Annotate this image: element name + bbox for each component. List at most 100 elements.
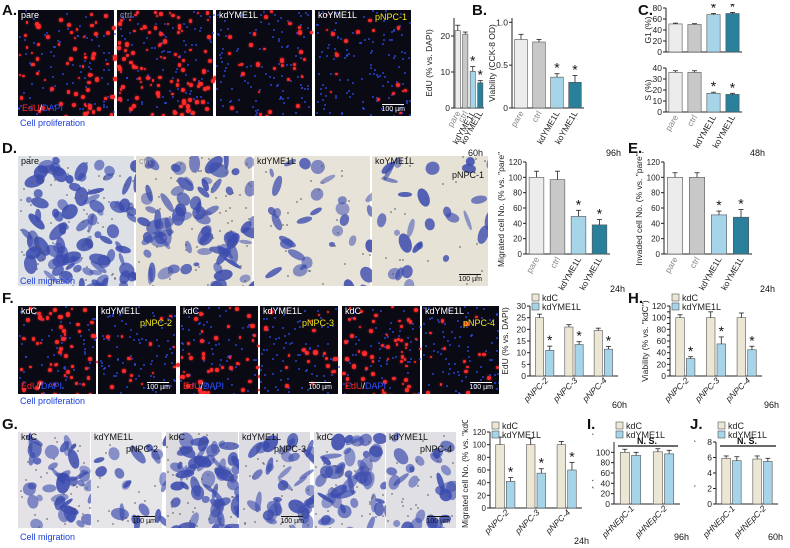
significance-star: *: [606, 332, 612, 348]
micrograph-tile: ctrl: [136, 156, 271, 286]
micrograph-tile: kdC: [313, 432, 398, 528]
y-tick-label: 60: [601, 468, 611, 478]
x-tick-label: pHNEpC-2: [632, 503, 669, 540]
bar: [686, 358, 696, 377]
tile-label: ctrl: [139, 156, 151, 166]
stain-legend: EdU/DAPI: [345, 381, 387, 391]
y-tick-label: 60: [513, 204, 522, 213]
significance-star: *: [730, 79, 736, 95]
y-tick-label: 0: [657, 47, 662, 57]
y-tick-label: 8: [707, 437, 712, 447]
cell-line-tag: pNPC-1: [374, 12, 407, 22]
y-tick-label: 10: [653, 96, 663, 106]
y-axis-label: Viability (% vs. "kdC"): [592, 432, 594, 514]
y-tick-label: 60: [651, 204, 660, 213]
panel-d-micrographs: pare ctrl kdYME1L koYME1L pNPC-1 100 µm: [18, 156, 488, 286]
bar: [687, 72, 702, 113]
significance-star: *: [711, 78, 717, 94]
bar: [549, 179, 566, 255]
y-tick-label: 20: [441, 31, 451, 41]
x-tick-label: ctrl: [685, 113, 699, 128]
panel-label-c: C.: [638, 2, 653, 19]
cell-nuclei-layer: [342, 306, 422, 394]
y-tick-label: 20: [517, 324, 527, 334]
y-tick-label: 30: [517, 301, 527, 311]
micrograph-tile: kdYME1L pNPC-4 100 µm: [422, 306, 499, 394]
y-tick-label: 40: [513, 219, 522, 228]
panel-label-g: G.: [2, 416, 18, 433]
significance-star: *: [719, 323, 725, 339]
bar: [568, 81, 582, 109]
y-tick-label: 0: [482, 504, 487, 513]
x-tick-label: pNPC-3: [550, 375, 579, 404]
tile-label: kdC: [317, 432, 334, 442]
bar: [550, 76, 564, 109]
tile-label: koYME1L: [318, 10, 358, 20]
cell-line-tag: pNPC-1: [451, 170, 484, 180]
y-tick-label: 100: [473, 441, 487, 450]
y-tick-label: 25: [517, 313, 527, 323]
scale-bar: 100 µm: [427, 515, 450, 525]
micrograph-tile: kdYME1L: [216, 10, 313, 116]
significance-star: *: [738, 196, 744, 212]
y-tick-label: 120: [473, 428, 487, 437]
cell-line-tag: pNPC-3: [273, 444, 306, 454]
cell-line-tag: pNPC-4: [462, 318, 495, 328]
panel-label-f: F.: [2, 290, 14, 307]
legend-swatch: [491, 421, 500, 430]
bar: [454, 30, 461, 109]
significance-star: *: [576, 328, 582, 344]
panel-label-i: I.: [587, 416, 596, 433]
caption-cell-migration: Cell migration: [20, 532, 76, 542]
tile-label: kdYME1L: [425, 306, 465, 316]
bar: [477, 82, 484, 109]
cell-nuclei-layer: [117, 10, 218, 116]
significance-star: *: [576, 196, 582, 212]
scale-bar: 100 µm: [459, 273, 482, 283]
micrograph-tile: koYME1L pNPC-1 100 µm: [315, 10, 411, 116]
y-axis-label: S (%): [644, 79, 653, 100]
micrograph-tile: kdYME1L pNPC-4 100 µm: [386, 432, 456, 528]
legend-label: kdC: [626, 421, 643, 431]
y-tick-label: 6: [707, 453, 712, 463]
bar: [736, 317, 746, 377]
micrograph-tile: koYME1L pNPC-1 100 µm: [372, 156, 488, 286]
time-point-label: 24h: [760, 284, 775, 294]
legend-label: kdC: [682, 293, 699, 303]
tile-label: koYME1L: [375, 156, 415, 166]
cell-line-tag: pNPC-3: [301, 318, 334, 328]
bar: [514, 39, 528, 109]
cell-nuclei-layer: [315, 10, 411, 116]
bar: [752, 458, 762, 505]
y-axis-label: EdU (% vs. DAPI): [500, 307, 510, 375]
y-tick-label: 20: [601, 489, 611, 499]
stained-cells-layer: [91, 432, 176, 528]
y-tick-label: 80: [657, 324, 667, 334]
significance-star: *: [730, 4, 736, 14]
scale-bar: 100 µm: [133, 515, 156, 525]
tile-label: kdC: [345, 306, 362, 316]
micrograph-tile: kdC: [18, 432, 105, 528]
bar: [462, 33, 469, 109]
cell-nuclei-layer: [18, 10, 118, 116]
x-tick-label: pare: [524, 255, 541, 275]
y-tick-label: 80: [651, 189, 660, 198]
scale-bar: 100 µm: [309, 381, 332, 391]
legend-swatch: [671, 293, 680, 302]
micrograph-tile: kdC EdU/DAPI: [180, 306, 262, 394]
x-tick-label: ctrl: [687, 255, 701, 270]
time-point-label: 60h: [468, 148, 483, 158]
micrograph-tile: kdC: [166, 432, 258, 528]
panel-label-j: J.: [690, 416, 703, 433]
bar: [706, 92, 721, 113]
panel-a-micrographs: pare ctrl kdYME1L koYME1L pNPC-1 100 µm Ed…: [18, 10, 411, 116]
stained-cells-layer: [372, 156, 488, 286]
significance-star: *: [688, 343, 694, 359]
x-tick-label: ctrl: [529, 109, 543, 124]
y-tick-label: 40: [657, 348, 667, 358]
bar: [725, 13, 740, 53]
bar: [564, 326, 574, 377]
